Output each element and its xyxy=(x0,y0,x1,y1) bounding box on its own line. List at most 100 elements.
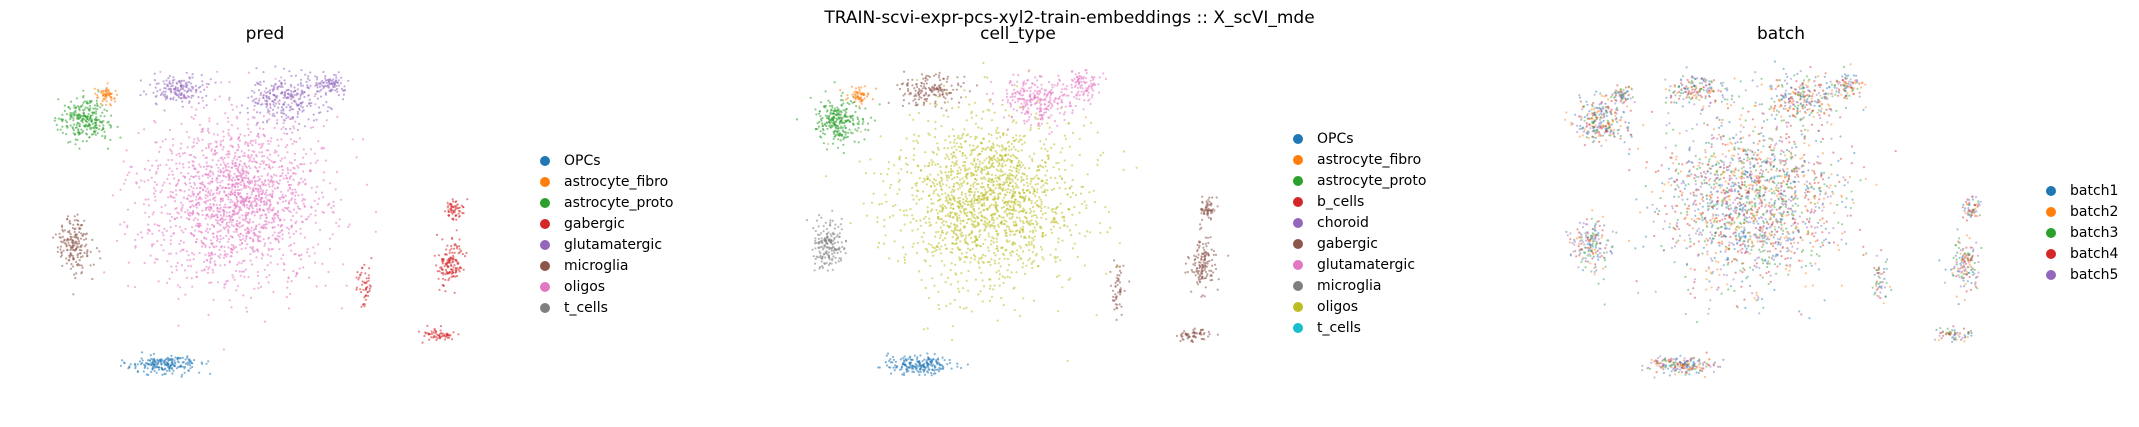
scatter-point xyxy=(922,231,925,234)
scatter-point xyxy=(915,78,919,82)
scatter-point xyxy=(235,167,238,170)
scatter-point xyxy=(285,96,288,99)
scatter-point xyxy=(97,118,100,121)
scatter-point xyxy=(936,212,939,215)
scatter-point xyxy=(228,261,231,264)
scatter-point xyxy=(147,179,150,182)
scatter-point xyxy=(966,214,969,218)
scatter-point xyxy=(359,273,362,276)
scatter-point xyxy=(981,300,984,303)
scatter-point xyxy=(165,163,168,166)
scatter-point xyxy=(257,199,260,202)
scatter-point xyxy=(1083,200,1086,203)
scatter-point xyxy=(148,359,151,362)
scatter-point xyxy=(218,240,221,243)
scatter-point xyxy=(996,160,999,163)
scatter-point xyxy=(974,255,977,258)
scatter-point xyxy=(984,196,987,199)
scatter-point xyxy=(105,100,108,103)
scatter-point xyxy=(76,245,79,248)
scatter-point xyxy=(182,166,185,169)
scatter-point xyxy=(950,173,953,177)
scatter-point xyxy=(272,183,275,186)
scatter-point xyxy=(283,101,286,104)
scatter-point xyxy=(1055,275,1058,278)
scatter-point xyxy=(970,256,973,260)
scatter-point xyxy=(259,240,262,243)
scatter-point xyxy=(974,166,977,169)
scatter-point xyxy=(241,242,244,245)
scatter-point xyxy=(85,237,88,240)
scatter-point xyxy=(230,221,233,224)
scatter-point xyxy=(1024,167,1027,170)
scatter-point xyxy=(71,126,74,129)
scatter-point xyxy=(218,95,221,98)
scatter-point xyxy=(281,233,284,236)
scatter-point xyxy=(1028,235,1031,238)
scatter-point xyxy=(140,179,143,182)
scatter-point xyxy=(457,333,460,336)
scatter-point xyxy=(938,195,941,198)
scatter-point xyxy=(236,127,239,130)
scatter-point xyxy=(981,279,984,282)
scatter-point xyxy=(1008,168,1011,172)
scatter-point xyxy=(103,130,106,133)
scatter-point xyxy=(993,227,996,230)
scatter-point xyxy=(971,163,974,166)
scatter-point xyxy=(288,184,291,187)
scatter-point xyxy=(321,191,324,194)
scatter-point xyxy=(77,129,80,132)
scatter-point xyxy=(270,137,273,140)
scatter-point xyxy=(250,95,253,98)
scatter-point xyxy=(195,206,198,209)
scatter-point xyxy=(183,175,186,178)
scatter-point xyxy=(290,249,293,252)
scatter-point xyxy=(1041,213,1044,216)
scatter-point xyxy=(923,179,927,182)
scatter-point xyxy=(216,221,219,224)
scatter-point xyxy=(1021,225,1025,228)
scatter-point xyxy=(169,252,172,255)
scatter-point xyxy=(205,237,208,240)
scatter-point xyxy=(1029,182,1032,185)
scatter-point xyxy=(967,234,970,237)
scatter-point xyxy=(973,202,976,205)
scatter-point xyxy=(179,250,182,253)
scatter-point xyxy=(235,105,238,108)
scatter-point xyxy=(454,209,457,212)
scatter-point xyxy=(169,190,172,193)
scatter-point xyxy=(225,153,228,156)
scatter-point xyxy=(175,82,179,85)
scatter-point xyxy=(1033,259,1036,262)
scatter-point xyxy=(257,191,260,194)
scatter-point xyxy=(857,120,860,123)
scatter-point xyxy=(180,79,183,82)
scatter-point xyxy=(236,185,240,188)
scatter-point xyxy=(208,131,211,134)
scatter-point xyxy=(150,370,153,374)
scatter-point xyxy=(1018,217,1021,220)
scatter-point xyxy=(276,187,279,190)
scatter-point xyxy=(451,198,454,201)
scatter-point xyxy=(961,286,964,290)
scatter-point xyxy=(257,194,260,197)
scatter-point xyxy=(191,192,194,195)
scatter-point xyxy=(69,100,73,103)
scatter-point xyxy=(72,256,75,259)
scatter-point xyxy=(423,334,426,338)
scatter-point xyxy=(110,98,113,102)
scatter-point xyxy=(979,257,983,260)
scatter-point xyxy=(1063,219,1066,222)
scatter-point xyxy=(267,179,270,182)
scatter-point xyxy=(272,180,276,183)
scatter-point xyxy=(85,243,88,246)
scatter-point xyxy=(1009,251,1012,255)
scatter-point xyxy=(315,285,318,288)
scatter-point xyxy=(1022,262,1025,265)
scatter-point xyxy=(81,121,84,124)
scatter-point xyxy=(894,204,897,207)
scatter-point xyxy=(973,101,976,104)
scatter-point xyxy=(1008,178,1011,181)
scatter-point xyxy=(1035,203,1038,207)
scatter-point xyxy=(78,125,81,128)
